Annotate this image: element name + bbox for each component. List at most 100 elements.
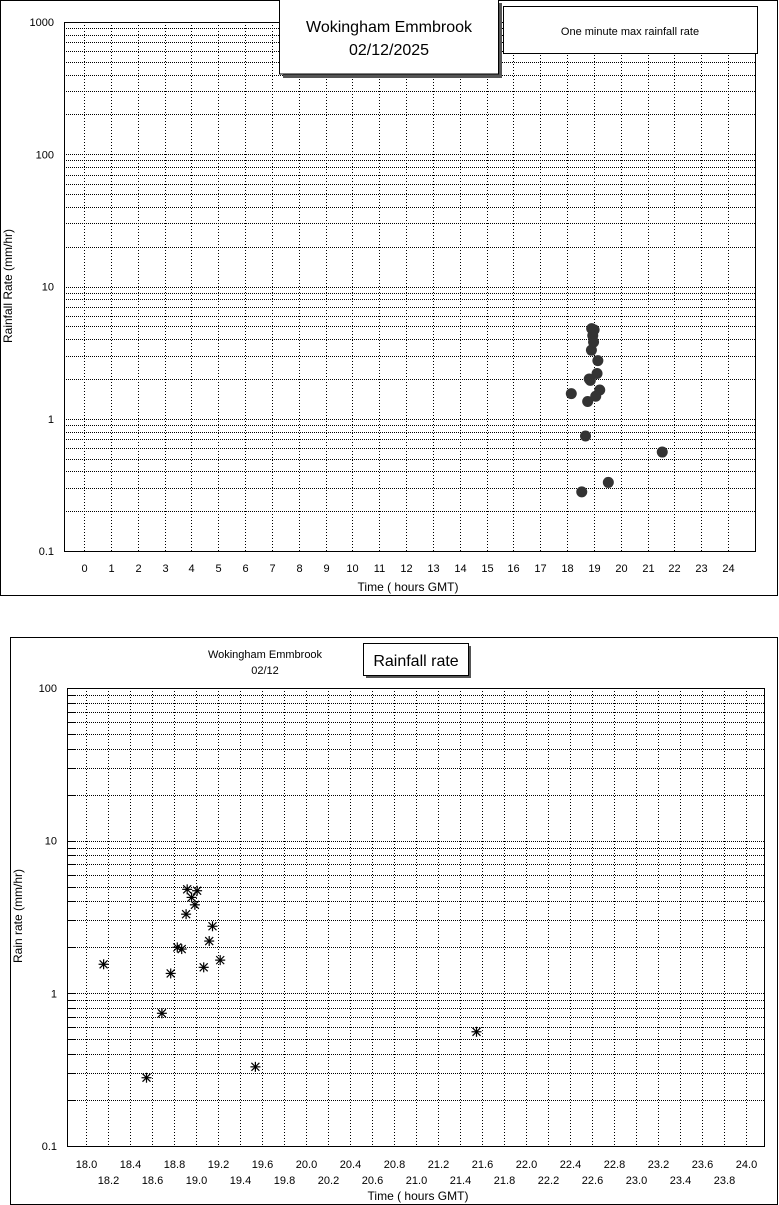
y-tick-label: 0.1: [42, 1141, 57, 1153]
x-tick-label: 23.2: [648, 1159, 669, 1171]
data-point: [156, 1008, 167, 1019]
x-tick-label: 18.6: [142, 1175, 163, 1187]
asterisk-stroke: [204, 936, 214, 946]
bottom-grid: [67, 688, 764, 1147]
data-point: [176, 944, 187, 955]
x-tick-label: 19: [588, 563, 600, 575]
x-tick-label: 22: [668, 563, 680, 575]
bottom-tick-labels: 18.018.218.418.618.819.019.219.419.619.8…: [39, 683, 758, 1187]
asterisk-stroke: [190, 900, 200, 910]
x-tick-label: 22.0: [516, 1159, 537, 1171]
x-tick-label: 24: [722, 563, 734, 575]
x-tick-label: 24.0: [736, 1159, 757, 1171]
asterisk-stroke: [157, 1008, 167, 1018]
data-point: [165, 968, 176, 979]
x-tick-label: 7: [269, 563, 275, 575]
y-tick-label: 10: [42, 282, 54, 294]
data-point: [594, 384, 606, 396]
data-point: [602, 476, 614, 488]
data-point: [588, 324, 600, 336]
top-grid: [64, 22, 755, 551]
asterisk-stroke: [172, 942, 182, 952]
data-point: [182, 884, 193, 895]
bottom-chart-title: Wokingham Emmbrook: [208, 649, 323, 661]
asterisk-stroke: [187, 892, 197, 902]
daily-rainfall-chart: 0 1 2 3 4 5 6 7 8 9 10 11 12 13 14 15 16 17 18 19 20 21 22 23 24…: [0, 0, 778, 596]
x-tick-label: 19.6: [252, 1159, 273, 1171]
chart-date: 02/12/2025: [349, 42, 429, 59]
x-tick-label: 15: [481, 563, 493, 575]
bottom-legend-label: Rainfall rate: [373, 653, 458, 670]
x-tick-label: 23.8: [714, 1175, 735, 1187]
x-tick-label: 4: [188, 563, 194, 575]
y-tick-label: 1: [48, 414, 54, 426]
x-tick-label: 13: [427, 563, 439, 575]
y-tick-label: 100: [36, 149, 54, 161]
data-point: [588, 336, 600, 348]
x-tick-label: 11: [374, 563, 385, 575]
x-tick-label: 18.4: [120, 1159, 141, 1171]
legend-box: [503, 6, 758, 54]
x-tick-label: 23.6: [692, 1159, 713, 1171]
x-tick-label: 12: [400, 563, 412, 575]
data-point: [471, 1026, 482, 1037]
data-point: [250, 1061, 261, 1072]
x-tick-label: 1: [108, 563, 114, 575]
data-point: [591, 367, 603, 379]
x-tick-label: 5: [215, 563, 221, 575]
x-tick-label: 21.6: [472, 1159, 493, 1171]
bottom-x-axis-label: Time ( hours GMT): [368, 1189, 469, 1203]
top-points: [565, 323, 668, 498]
bottom-y-axis-label: Rain rate (mm/hr): [11, 869, 25, 963]
y-tick-label: 1: [51, 988, 57, 1000]
bottom-points: [98, 884, 482, 1083]
x-tick-label: 22.8: [604, 1159, 625, 1171]
data-point: [582, 396, 594, 408]
x-tick-label: 22.6: [582, 1175, 603, 1187]
data-point: [576, 486, 588, 498]
asterisk-stroke: [472, 1027, 481, 1037]
asterisk-stroke: [166, 969, 176, 978]
x-tick-label: 21.2: [428, 1159, 449, 1171]
x-tick-label: 20: [615, 563, 627, 575]
x-tick-label: 8: [296, 563, 302, 575]
x-tick-label: 0: [81, 563, 87, 575]
x-tick-label: 19.0: [186, 1175, 207, 1187]
data-point: [580, 430, 592, 442]
x-tick-label: 20.0: [296, 1159, 317, 1171]
data-point: [198, 962, 209, 973]
data-point: [204, 936, 215, 947]
x-tick-label: 17: [534, 563, 546, 575]
data-point: [186, 892, 197, 903]
x-tick-label: 19.2: [208, 1159, 229, 1171]
y-tick-label: 100: [39, 683, 57, 695]
y-tick-label: 0.1: [39, 546, 54, 558]
asterisk-stroke: [192, 886, 202, 896]
asterisk-stroke: [215, 955, 225, 965]
asterisk-stroke: [199, 962, 209, 972]
y-tick-label: 1000: [30, 17, 54, 29]
top-panel-frame: [0, 0, 778, 596]
x-tick-label: 21.4: [450, 1175, 471, 1187]
bottom-legend-box: [363, 643, 469, 676]
x-tick-label: 20.6: [362, 1175, 383, 1187]
chart-title: Wokingham Emmbrook: [306, 19, 473, 36]
data-point: [192, 885, 203, 896]
data-point: [656, 446, 668, 458]
x-tick-label: 20.4: [340, 1159, 361, 1171]
data-point: [98, 959, 109, 970]
x-tick-label: 22.2: [538, 1175, 559, 1187]
asterisk-stroke: [181, 909, 191, 919]
title-box: [279, 0, 499, 75]
x-tick-label: 16: [507, 563, 519, 575]
x-tick-label: 10: [346, 563, 358, 575]
asterisk-stroke: [182, 884, 192, 894]
x-tick-label: 23: [695, 563, 707, 575]
asterisk-stroke: [99, 959, 109, 969]
x-tick-label: 6: [242, 563, 248, 575]
x-tick-label: 23.4: [670, 1175, 691, 1187]
x-tick-label: 18.2: [98, 1175, 119, 1187]
asterisk-stroke: [177, 944, 187, 954]
data-point: [181, 909, 192, 920]
